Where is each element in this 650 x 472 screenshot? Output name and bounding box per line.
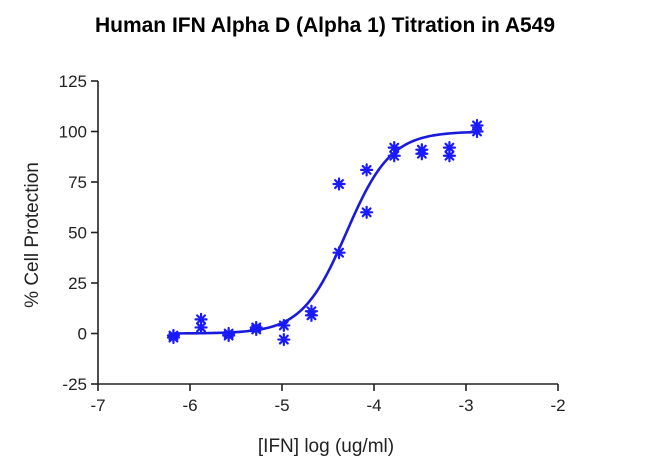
y-tick-label: 75 [68,173,87,192]
data-point [166,330,181,345]
y-tick-label: -25 [62,375,87,394]
data-points [166,118,484,347]
y-tick-label: 25 [68,274,87,293]
data-point [249,322,263,337]
x-tick-label: -3 [458,396,473,415]
data-point [470,124,484,139]
data-point [304,308,319,322]
data-point [277,332,291,347]
data-point [387,149,401,163]
x-tick-label: -7 [90,396,105,415]
data-point [442,141,457,155]
data-point [194,320,208,335]
data-point [442,149,457,163]
data-point [332,246,346,260]
x-tick-label: -5 [274,396,289,415]
data-point [415,147,429,161]
data-point [222,328,236,343]
y-tick-label: 50 [68,224,87,243]
x-axis-label: [IFN] log (ug/ml) [258,436,394,457]
y-tick-label: 0 [78,325,87,344]
chart-title: Human IFN Alpha D (Alpha 1) Titration in… [94,14,556,37]
data-point [277,318,291,333]
data-point [332,177,346,191]
data-point [360,205,374,219]
fit-curve-line [173,130,478,335]
x-axis: -7 -6 -5 -4 -3 -2 [90,383,566,415]
y-axis-label: % Cell Protection [22,162,43,308]
x-tick-label: -2 [550,396,565,415]
y-axis: -25 0 25 50 75 100 125 [59,72,99,394]
y-tick-label: 125 [59,72,87,91]
y-tick-label: 100 [59,123,87,142]
x-tick-label: -6 [182,396,197,415]
data-point [360,163,374,177]
x-tick-label: -4 [366,396,381,415]
